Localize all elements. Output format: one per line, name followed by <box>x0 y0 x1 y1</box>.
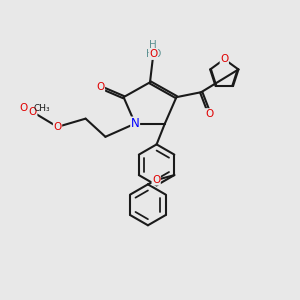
Text: H: H <box>149 40 157 50</box>
Text: O: O <box>149 49 158 59</box>
Text: O: O <box>28 107 37 117</box>
Text: N: N <box>131 117 140 130</box>
Text: O: O <box>20 103 28 113</box>
Text: O: O <box>205 109 214 119</box>
Text: O: O <box>152 175 160 185</box>
Text: HO: HO <box>146 49 161 59</box>
Text: CH₃: CH₃ <box>33 104 50 113</box>
Text: O: O <box>220 54 228 64</box>
Text: O: O <box>53 122 62 132</box>
Text: O: O <box>96 82 105 92</box>
